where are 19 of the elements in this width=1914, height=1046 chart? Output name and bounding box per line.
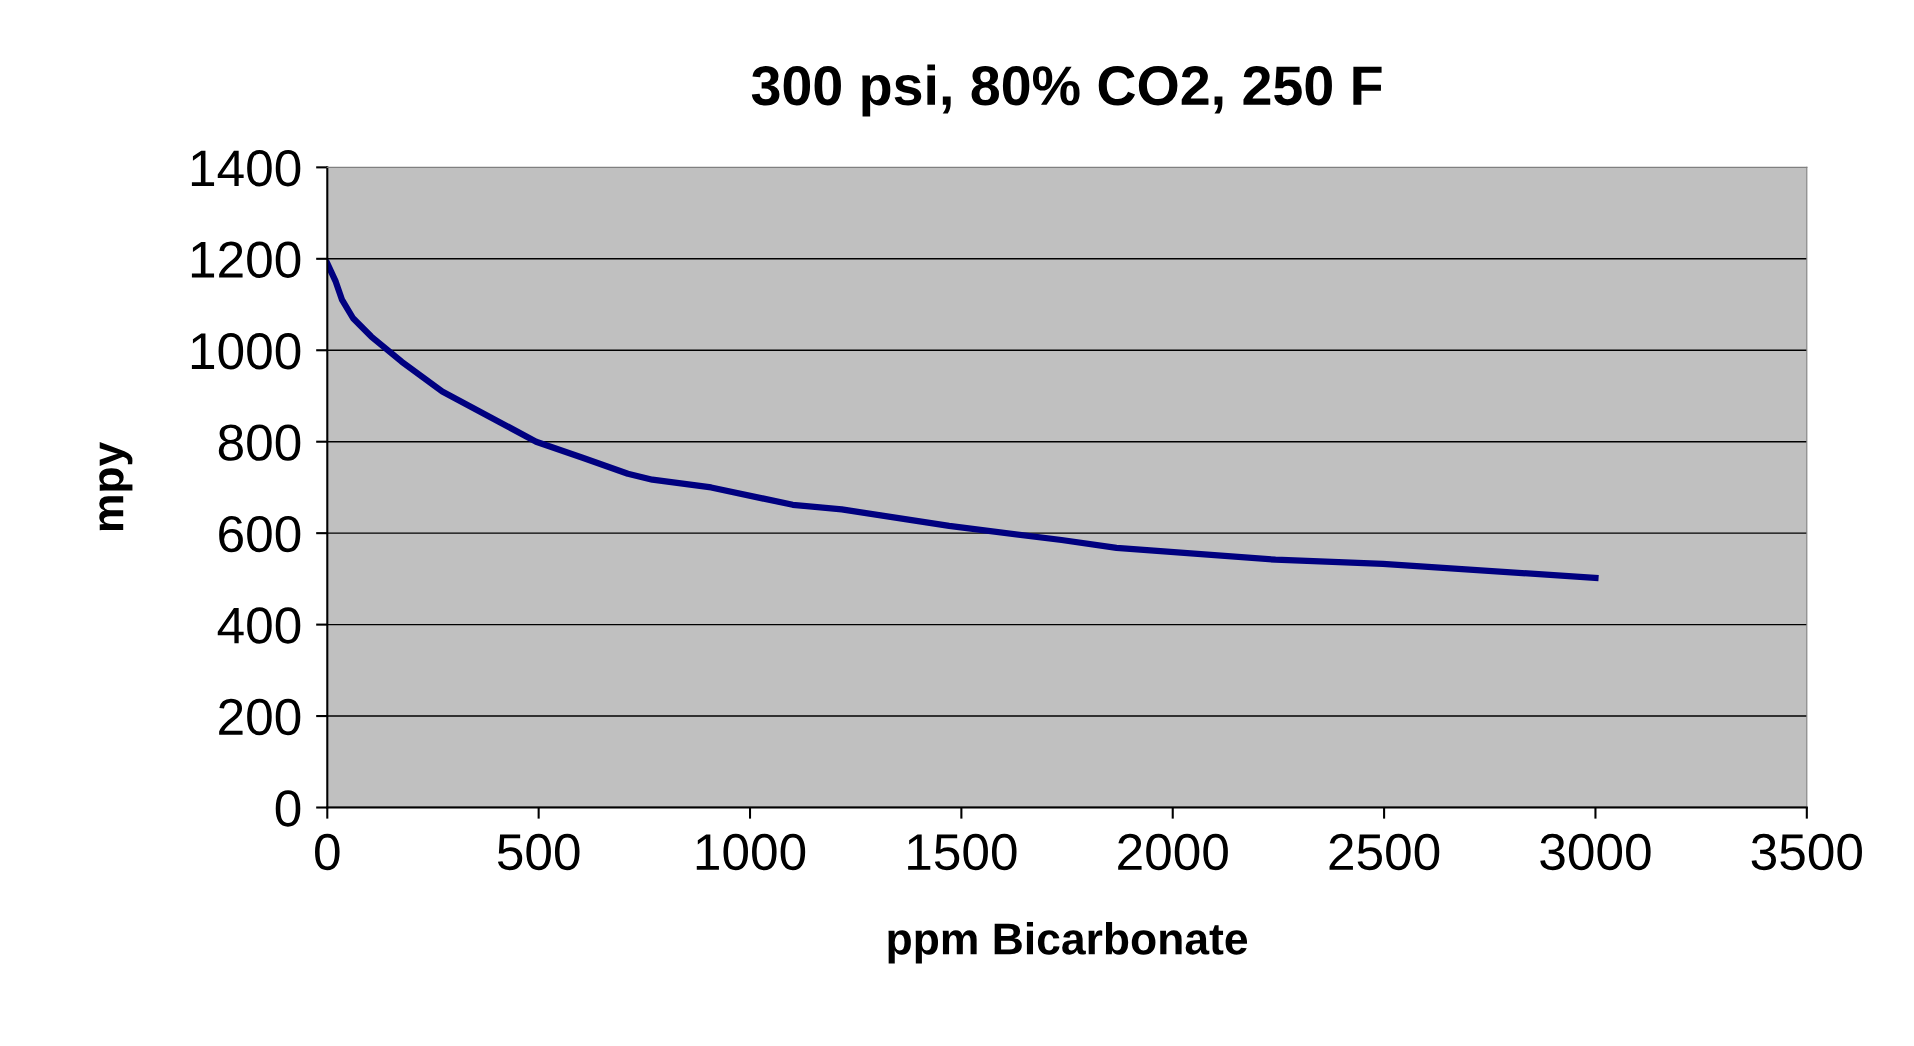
- x-tick-label: 3500: [1751, 833, 1862, 871]
- y-tick-label: 400: [217, 607, 301, 644]
- x-tick-label: 2000: [1118, 833, 1228, 871]
- y-axis-title: mpy: [99, 441, 133, 531]
- y-tick-label: 1400: [191, 150, 301, 187]
- y-tick-label: 600: [219, 515, 301, 553]
- y-tick-label: 0: [275, 790, 301, 827]
- x-tick-label: 0: [315, 833, 340, 871]
- y-tick-label: 800: [218, 424, 301, 461]
- chart-title: 300 psi, 80% CO2, 250 F: [751, 64, 1382, 117]
- x-tick-label: 500: [497, 833, 580, 871]
- y-tick-label: 200: [219, 698, 301, 736]
- x-tick-label: 2500: [1329, 833, 1440, 871]
- x-axis-title: ppm Bicarbonate: [888, 922, 1248, 964]
- x-tick-label: 1500: [908, 833, 1017, 871]
- x-tick-label: 1000: [696, 833, 806, 871]
- x-tick-label: 3000: [1540, 833, 1651, 871]
- y-tick-label: 1000: [191, 333, 301, 370]
- y-tick-label: 1200: [191, 241, 301, 278]
